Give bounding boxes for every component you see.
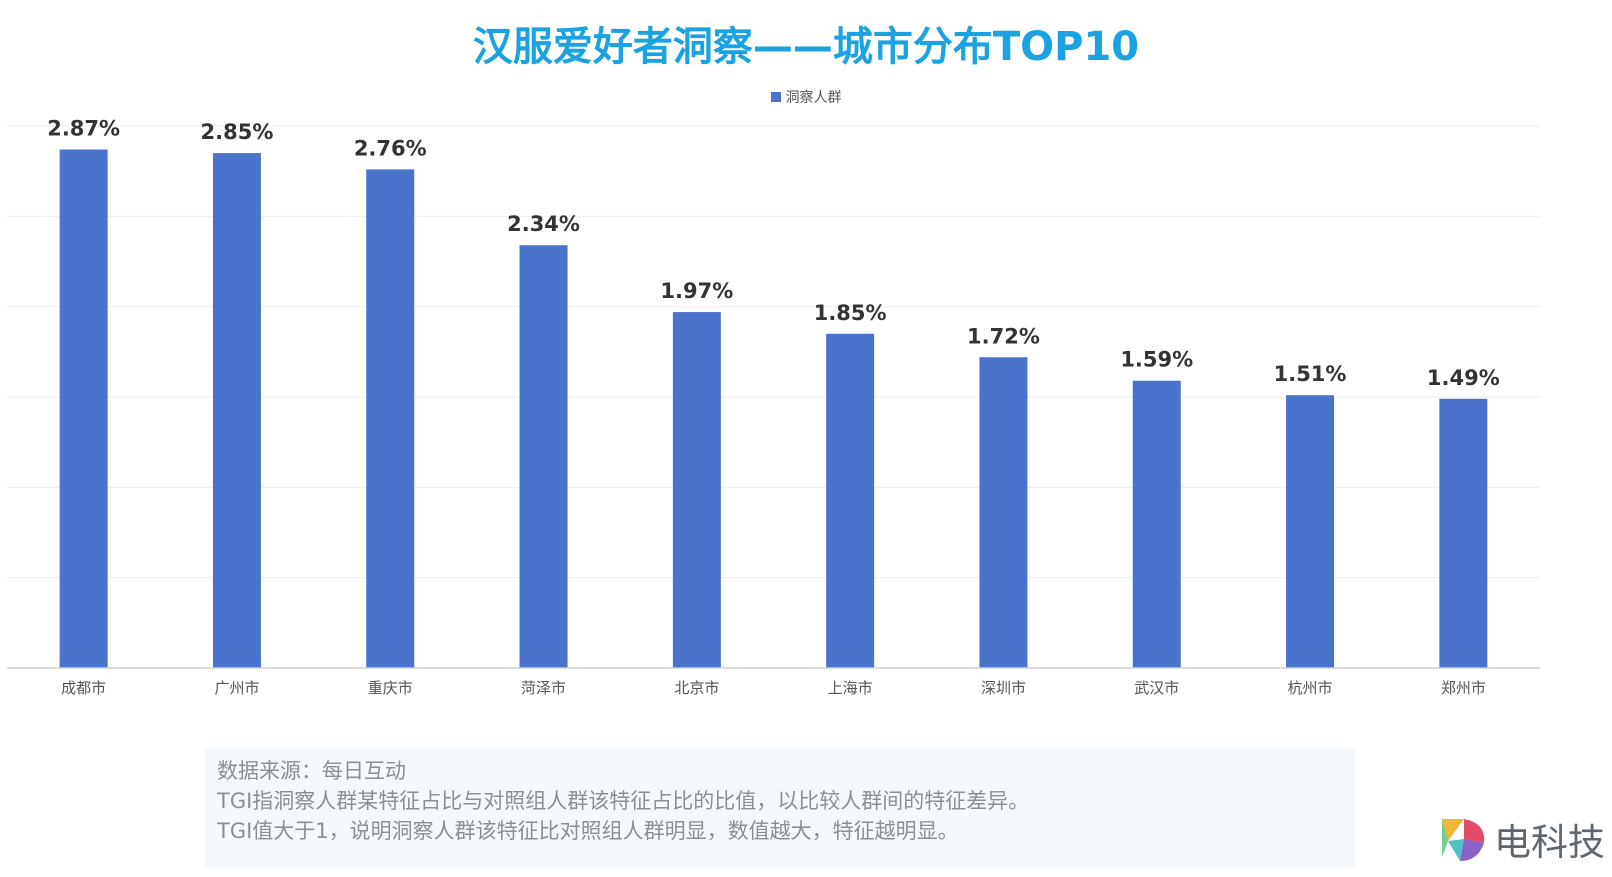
x-tick-label: 北京市 [674,679,719,697]
data-label: 1.59% [1120,348,1193,372]
bar [1132,380,1181,668]
bar [979,357,1028,668]
legend-swatch [770,92,781,102]
data-label: 2.34% [507,212,580,236]
legend: 洞察人群 [0,87,1612,107]
data-label: 2.85% [201,120,274,144]
brand-name: 电科技 [1494,821,1605,864]
data-label: 1.49% [1427,366,1500,390]
bar [212,153,261,669]
bar [519,245,568,669]
bar [672,312,721,668]
x-tick-label: 杭州市 [1288,679,1333,697]
x-tick-label: 重庆市 [368,679,413,697]
x-tick-label: 菏泽市 [521,679,566,697]
data-label: 2.76% [354,136,427,160]
data-label: 1.97% [660,279,733,303]
x-tick-label: 深圳市 [981,679,1026,697]
brand: 电科技 [1438,812,1605,866]
data-label: 1.51% [1274,362,1347,386]
footnote: 数据来源：每日互动 TGI指洞察人群某特征占比与对照组人群该特征占比的比值，以比… [205,748,1355,868]
data-label: 1.72% [967,324,1040,348]
data-label: 1.85% [814,301,887,325]
bar [826,333,875,668]
x-tick-label: 武汉市 [1134,679,1179,697]
bar [366,169,415,669]
x-tick-label: 上海市 [828,679,873,697]
footnote-tgi-explanation: TGI值大于1，说明洞察人群该特征比对照组人群明显，数值越大，特征越明显。 [217,819,959,843]
bar [59,149,108,668]
legend-label: 洞察人群 [785,90,842,106]
brand-logo-icon [1442,819,1485,861]
bar [1286,395,1335,668]
bar-chart: 2.87% 成都市 2.85% 广州市 2.76% 重庆市 2.34% 菏泽市 1.97% 北京市… [7,116,1540,697]
footnote-source: 数据来源：每日互动 [217,759,406,783]
chart-title: 汉服爱好者洞察——城市分布TOP10 [472,24,1140,70]
x-tick-label: 广州市 [214,679,259,697]
bar [1439,398,1488,668]
footnote-tgi-definition: TGI指洞察人群某特征占比与对照组人群该特征占比的比值，以比较人群间的特征差异。 [217,789,1030,813]
x-tick-label: 郑州市 [1441,679,1486,697]
data-label: 2.87% [47,116,120,140]
x-tick-label: 成都市 [61,679,106,697]
